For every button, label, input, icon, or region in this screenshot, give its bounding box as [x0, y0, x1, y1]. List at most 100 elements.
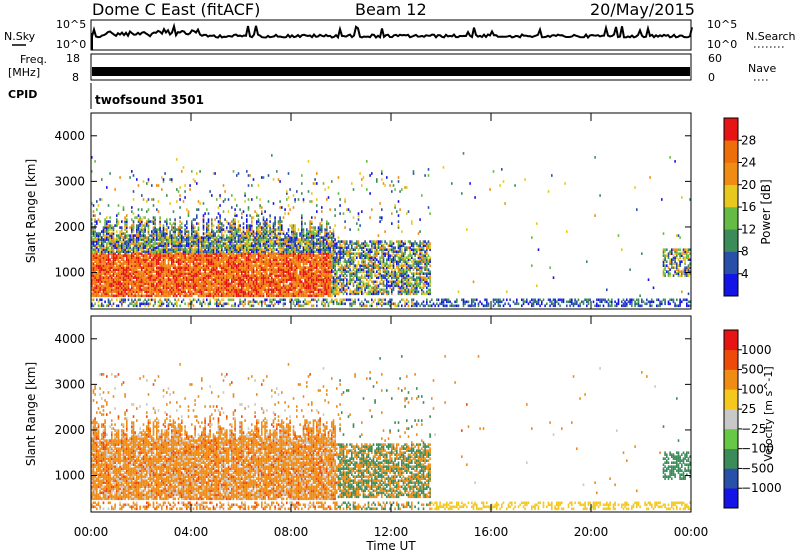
heatmap-cell — [142, 282, 145, 286]
heatmap-cell — [144, 226, 146, 229]
heatmap-cell — [246, 278, 248, 281]
heatmap-cell — [279, 286, 281, 290]
heatmap-cell — [241, 292, 243, 296]
heatmap-cell — [294, 228, 296, 231]
heatmap-cell — [184, 262, 186, 265]
heatmap-cell — [96, 200, 98, 203]
heatmap-cell — [132, 304, 135, 308]
heatmap-cell — [246, 288, 248, 292]
heatmap-cell — [217, 244, 220, 247]
heatmap-cell — [216, 254, 218, 257]
heatmap-cell — [231, 232, 233, 235]
heatmap-cell — [92, 282, 95, 286]
heatmap-cell — [234, 234, 236, 237]
heatmap-cell — [171, 288, 173, 292]
heatmap-cell — [279, 228, 281, 231]
heatmap-cell — [181, 244, 183, 247]
heatmap-cell — [229, 224, 231, 227]
heatmap-cell — [299, 262, 301, 265]
heatmap-cell — [174, 270, 176, 273]
heatmap-cell — [277, 256, 280, 259]
heatmap-cell — [319, 278, 321, 281]
heatmap-cell — [101, 242, 103, 245]
heatmap-cell — [167, 284, 170, 288]
heatmap-cell — [297, 242, 300, 245]
heatmap-cell — [172, 250, 175, 253]
heatmap-cell — [276, 282, 278, 286]
heatmap-cell — [92, 286, 95, 290]
heatmap-cell — [217, 288, 220, 292]
heatmap-cell — [237, 266, 240, 269]
heatmap-cell — [257, 218, 260, 221]
heatmap-cell — [104, 250, 106, 253]
heatmap-cell — [186, 252, 188, 255]
heatmap-cell — [254, 236, 256, 239]
heatmap-cell — [317, 240, 320, 243]
heatmap-cell — [174, 276, 176, 279]
heatmap-cell — [286, 198, 288, 201]
heatmap-cell — [297, 248, 300, 251]
heatmap-cell — [282, 240, 285, 243]
heatmap-cell — [274, 248, 276, 251]
heatmap-cell — [234, 248, 236, 251]
heatmap-cell — [204, 294, 206, 298]
heatmap-cell — [197, 234, 200, 237]
heatmap-cell — [321, 262, 323, 265]
heatmap-cell — [206, 208, 208, 211]
heatmap-cell — [134, 216, 136, 219]
heatmap-cell — [161, 276, 163, 279]
heatmap-cell — [177, 276, 180, 279]
heatmap-cell — [187, 236, 190, 239]
heatmap-cell — [316, 172, 318, 175]
heatmap-cell — [222, 238, 225, 241]
heatmap-cell — [122, 280, 125, 284]
heatmap-cell — [104, 234, 106, 237]
heatmap-cell — [94, 302, 96, 306]
heatmap-cell — [169, 274, 171, 277]
heatmap-cell — [236, 292, 238, 296]
heatmap-cell — [121, 302, 123, 306]
heatmap-cell — [121, 232, 123, 235]
heatmap-cell — [204, 288, 206, 292]
heatmap-cell — [146, 268, 148, 271]
heatmap-cell — [139, 236, 141, 239]
heatmap-cell — [241, 294, 243, 298]
heatmap-cell — [187, 282, 190, 286]
heatmap-cell — [177, 278, 180, 281]
heatmap-cell — [264, 302, 266, 306]
heatmap-cell — [229, 256, 231, 259]
heatmap-cell — [227, 280, 230, 284]
heatmap-cell — [139, 220, 141, 223]
heatmap-cell — [237, 224, 240, 227]
heatmap-cell — [106, 282, 108, 286]
heatmap-cell — [112, 280, 115, 284]
heatmap-cell — [281, 286, 283, 290]
heatmap-cell — [229, 284, 231, 288]
heatmap-cell — [162, 238, 165, 241]
heatmap-cell — [91, 218, 93, 221]
heatmap-cell — [152, 298, 155, 302]
heatmap-cell — [301, 268, 303, 271]
heatmap-cell — [259, 280, 261, 284]
heatmap-cell — [316, 242, 318, 245]
heatmap-cell — [127, 292, 130, 296]
heatmap-cell — [209, 264, 211, 267]
heatmap-cell — [194, 268, 196, 271]
heatmap-cell — [281, 270, 283, 273]
heatmap-cell — [126, 284, 128, 288]
heatmap-cell — [199, 238, 201, 241]
heatmap-cell — [221, 258, 223, 261]
heatmap-cell — [144, 254, 146, 257]
heatmap-cell — [251, 234, 253, 237]
heatmap-cell — [142, 224, 145, 227]
heatmap-cell — [221, 282, 223, 286]
heatmap-cell — [101, 246, 103, 249]
heatmap-cell — [232, 262, 235, 265]
heatmap-cell — [97, 234, 100, 237]
heatmap-cell — [269, 264, 271, 267]
heatmap-cell — [94, 224, 96, 227]
heatmap-cell — [321, 224, 323, 227]
heatmap-cell — [174, 242, 176, 245]
heatmap-cell — [302, 228, 305, 231]
heatmap-cell — [157, 252, 160, 255]
